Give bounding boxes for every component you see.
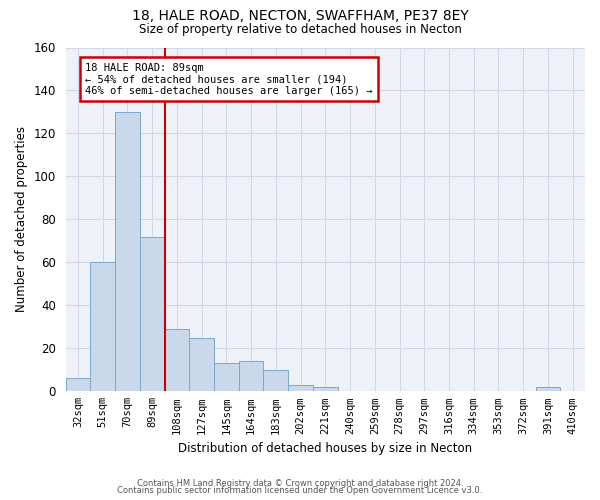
Bar: [536, 387, 560, 392]
X-axis label: Distribution of detached houses by size in Necton: Distribution of detached houses by size …: [178, 442, 472, 455]
Text: 18 HALE ROAD: 89sqm
← 54% of detached houses are smaller (194)
46% of semi-detac: 18 HALE ROAD: 89sqm ← 54% of detached ho…: [85, 62, 373, 96]
Text: Contains public sector information licensed under the Open Government Licence v3: Contains public sector information licen…: [118, 486, 482, 495]
Bar: [140, 236, 164, 392]
Bar: [65, 378, 91, 392]
Text: Size of property relative to detached houses in Necton: Size of property relative to detached ho…: [139, 22, 461, 36]
Bar: [115, 112, 140, 392]
Text: Contains HM Land Registry data © Crown copyright and database right 2024.: Contains HM Land Registry data © Crown c…: [137, 478, 463, 488]
Text: 18, HALE ROAD, NECTON, SWAFFHAM, PE37 8EY: 18, HALE ROAD, NECTON, SWAFFHAM, PE37 8E…: [131, 9, 469, 23]
Bar: [164, 329, 190, 392]
Bar: [313, 387, 338, 392]
Bar: [214, 364, 239, 392]
Bar: [91, 262, 115, 392]
Bar: [190, 338, 214, 392]
Bar: [263, 370, 288, 392]
Y-axis label: Number of detached properties: Number of detached properties: [15, 126, 28, 312]
Bar: [239, 361, 263, 392]
Bar: [288, 385, 313, 392]
